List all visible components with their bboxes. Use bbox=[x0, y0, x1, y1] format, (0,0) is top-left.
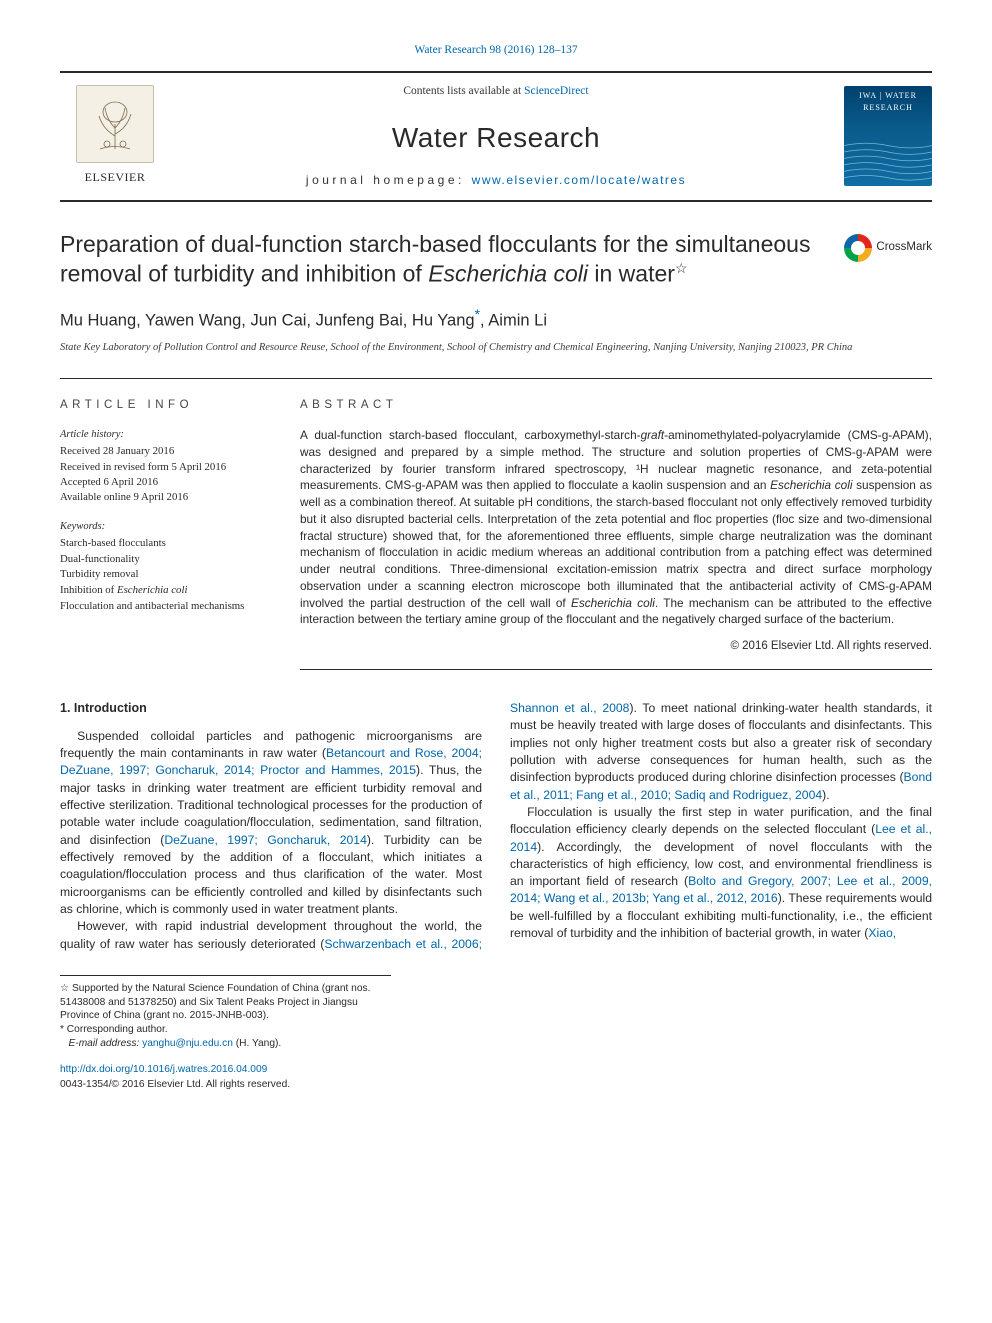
contents-line: Contents lists available at ScienceDirec… bbox=[170, 83, 822, 100]
keyword-item: Starch-based flocculants bbox=[60, 536, 270, 552]
journal-homepage-line: journal homepage: www.elsevier.com/locat… bbox=[170, 172, 822, 189]
title-footnote-star: ☆ bbox=[675, 260, 688, 276]
abstract-column: ABSTRACT A dual-function starch-based fl… bbox=[300, 378, 932, 670]
intro-p1: Suspended colloidal particles and pathog… bbox=[60, 728, 482, 919]
body-columns: 1. Introduction Suspended colloidal part… bbox=[60, 700, 932, 953]
history-revised: Received in revised form 5 April 2016 bbox=[60, 460, 270, 475]
abstract-text: A dual-function starch-based flocculant,… bbox=[300, 427, 932, 628]
footnote-email: E-mail address: yanghu@nju.edu.cn (H. Ya… bbox=[60, 1037, 391, 1051]
journal-cover-block: IWA | WATER RESEARCH bbox=[822, 86, 932, 186]
history-received: Received 28 January 2016 bbox=[60, 444, 270, 459]
email-link[interactable]: yanghu@nju.edu.cn bbox=[142, 1038, 233, 1049]
title-row: Preparation of dual-function starch-base… bbox=[60, 230, 932, 290]
keyword-item: Dual-functionality bbox=[60, 552, 270, 568]
citation-link[interactable]: Xiao, bbox=[868, 926, 896, 940]
homepage-prefix: journal homepage: bbox=[306, 173, 472, 187]
water-research-cover: IWA | WATER RESEARCH bbox=[844, 86, 932, 186]
elsevier-tree-logo bbox=[76, 85, 154, 163]
footnote-funding: ☆ Supported by the Natural Science Found… bbox=[60, 982, 391, 1023]
keywords-list: Starch-based flocculantsDual-functionali… bbox=[60, 536, 270, 614]
keyword-item: Turbidity removal bbox=[60, 567, 270, 583]
issn-line: 0043-1354/© 2016 Elsevier Ltd. All right… bbox=[60, 1079, 290, 1090]
volume-link[interactable]: Water Research 98 (2016) 128–137 bbox=[414, 44, 577, 56]
citation-link[interactable]: DeZuane, 1997; Goncharuk, 2014 bbox=[164, 833, 367, 847]
meta-abstract-row: ARTICLE INFO Article history: Received 2… bbox=[60, 378, 932, 670]
journal-header: ELSEVIER Contents lists available at Sci… bbox=[60, 71, 932, 202]
keyword-item: Inhibition of Escherichia coli bbox=[60, 583, 270, 599]
article-title: Preparation of dual-function starch-base… bbox=[60, 230, 828, 290]
keywords-label: Keywords: bbox=[60, 519, 270, 534]
abstract-heading: ABSTRACT bbox=[300, 397, 932, 414]
affiliation: State Key Laboratory of Pollution Contro… bbox=[60, 341, 932, 355]
header-center: Contents lists available at ScienceDirec… bbox=[170, 83, 822, 190]
sciencedirect-link[interactable]: ScienceDirect bbox=[524, 85, 589, 97]
crossmark[interactable]: CrossMark bbox=[844, 234, 932, 262]
keyword-item: Flocculation and antibacterial mechanism… bbox=[60, 599, 270, 615]
footnotes: ☆ Supported by the Natural Science Found… bbox=[60, 975, 391, 1051]
doi-link[interactable]: http://dx.doi.org/10.1016/j.watres.2016.… bbox=[60, 1064, 267, 1075]
crossmark-icon bbox=[844, 234, 872, 262]
intro-p3: Flocculation is usually the first step i… bbox=[510, 804, 932, 943]
authors-main: Mu Huang, Yawen Wang, Jun Cai, Junfeng B… bbox=[60, 311, 475, 329]
publisher-block: ELSEVIER bbox=[60, 85, 170, 186]
history-online: Available online 9 April 2016 bbox=[60, 490, 270, 505]
history-block: Received 28 January 2016 Received in rev… bbox=[60, 444, 270, 504]
abstract-copyright: © 2016 Elsevier Ltd. All rights reserved… bbox=[300, 638, 932, 655]
doi-block: http://dx.doi.org/10.1016/j.watres.2016.… bbox=[60, 1063, 932, 1093]
contents-prefix: Contents lists available at bbox=[403, 85, 524, 97]
history-label: Article history: bbox=[60, 427, 270, 442]
history-accepted: Accepted 6 April 2016 bbox=[60, 475, 270, 490]
journal-title: Water Research bbox=[170, 118, 822, 159]
homepage-link[interactable]: www.elsevier.com/locate/watres bbox=[472, 173, 686, 187]
elsevier-caption: ELSEVIER bbox=[85, 169, 146, 186]
section-heading-intro: 1. Introduction bbox=[60, 700, 482, 718]
footnote-corresponding: * Corresponding author. bbox=[60, 1023, 391, 1037]
author-last: , Aimin Li bbox=[480, 311, 547, 329]
wr-brand: IWA | WATER RESEARCH bbox=[844, 90, 932, 113]
article-info-column: ARTICLE INFO Article history: Received 2… bbox=[60, 378, 270, 670]
crossmark-label: CrossMark bbox=[876, 239, 932, 256]
article-info-heading: ARTICLE INFO bbox=[60, 397, 270, 414]
author-list: Mu Huang, Yawen Wang, Jun Cai, Junfeng B… bbox=[60, 304, 932, 333]
volume-page-range: Water Research 98 (2016) 128–137 bbox=[60, 40, 932, 59]
